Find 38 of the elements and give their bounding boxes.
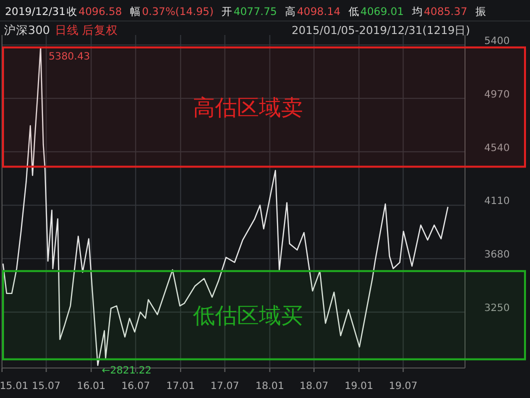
- x-tick-label: 19.01: [344, 381, 374, 392]
- annotation: ←2821.22: [102, 365, 152, 376]
- text: 收: [66, 6, 78, 18]
- text: 幅: [130, 6, 141, 18]
- text: 4098.14: [296, 6, 341, 18]
- chart-title: 沪深300: [4, 23, 50, 37]
- x-tick-label: 18.07: [300, 381, 328, 392]
- annotation: 2015/01/05-2019/12/31(1219日): [292, 24, 470, 37]
- text: 4085.37: [424, 6, 468, 18]
- text: 均: [410, 6, 423, 18]
- y-tick-label: 4110: [484, 196, 510, 208]
- text: 4077.75: [234, 6, 277, 18]
- text: 4069.01: [360, 6, 404, 18]
- band-label: 高估区域卖: [193, 96, 303, 122]
- y-tick-label: 5400: [484, 36, 510, 47]
- y-tick-label: 4970: [484, 89, 510, 100]
- x-tick-label: 15.01: [0, 381, 28, 392]
- x-tick-label: 17.01: [166, 381, 195, 392]
- text: 高: [284, 5, 296, 18]
- x-tick-label: 18.01: [255, 381, 284, 392]
- text: 4096.58: [78, 6, 122, 18]
- y-tick-label: 4540: [484, 142, 510, 154]
- x-tick-label: 16.01: [76, 381, 106, 392]
- text: 2019/12/31: [5, 6, 66, 18]
- text: 振: [475, 6, 486, 18]
- x-tick-label: 17.07: [210, 381, 240, 392]
- text: 0.37%(14.95): [142, 6, 214, 18]
- y-tick-label: 3250: [484, 303, 510, 314]
- x-tick-label: 16.07: [121, 381, 150, 392]
- x-tick-label: 15.07: [32, 381, 61, 392]
- band-label: 低估区域买: [193, 304, 303, 330]
- annotation: 日线: [54, 23, 79, 37]
- x-tick-label: 19.07: [388, 381, 418, 392]
- annotation: 5380.43: [48, 51, 90, 62]
- text: 开: [222, 6, 233, 18]
- text: 低: [348, 6, 360, 18]
- y-tick-label: 3680: [484, 250, 510, 261]
- annotation: 后复权: [82, 23, 118, 37]
